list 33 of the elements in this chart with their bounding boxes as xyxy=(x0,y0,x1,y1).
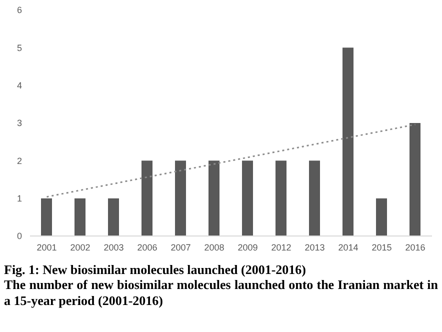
y-tick-label: 4 xyxy=(16,80,22,91)
x-tick-label: 2013 xyxy=(304,242,325,252)
y-tick-label: 0 xyxy=(16,231,22,242)
x-tick-label: 2002 xyxy=(70,242,90,252)
text: The number of new biosimilar molecules launched onto the Iranian market in a 15-year period (2001-2016) xyxy=(3,277,439,309)
y-tick-label: 2 xyxy=(16,156,22,166)
y-tick-label: 5 xyxy=(16,42,22,53)
bar xyxy=(309,160,320,236)
y-tick-label: 1 xyxy=(16,194,22,204)
x-tick-label: 2015 xyxy=(372,242,392,252)
x-tick-label: 2006 xyxy=(137,242,158,252)
y-tick-label: 3 xyxy=(16,118,22,128)
bar xyxy=(276,160,286,236)
x-tick-label: 2003 xyxy=(104,242,124,252)
bar xyxy=(142,160,152,236)
bar xyxy=(41,198,52,236)
bar xyxy=(410,123,420,236)
x-tick-label: 2008 xyxy=(204,242,224,252)
x-tick-label: 2016 xyxy=(405,242,426,252)
x-tick-label: 2001 xyxy=(36,242,57,252)
x-tick-label: 2007 xyxy=(170,242,191,252)
x-tick-label: 2012 xyxy=(271,242,292,252)
x-tick-label: 2014 xyxy=(338,242,358,252)
bar xyxy=(74,198,86,236)
bar xyxy=(108,198,119,236)
text: Fig. 1: New biosimilar molecules launched (2001-2016) xyxy=(3,261,307,277)
bar xyxy=(175,160,186,236)
bar xyxy=(376,198,387,236)
bar xyxy=(342,48,354,236)
bar xyxy=(242,160,253,236)
bar xyxy=(208,160,220,236)
y-tick-label: 6 xyxy=(16,5,22,16)
x-tick-label: 2009 xyxy=(238,242,258,252)
